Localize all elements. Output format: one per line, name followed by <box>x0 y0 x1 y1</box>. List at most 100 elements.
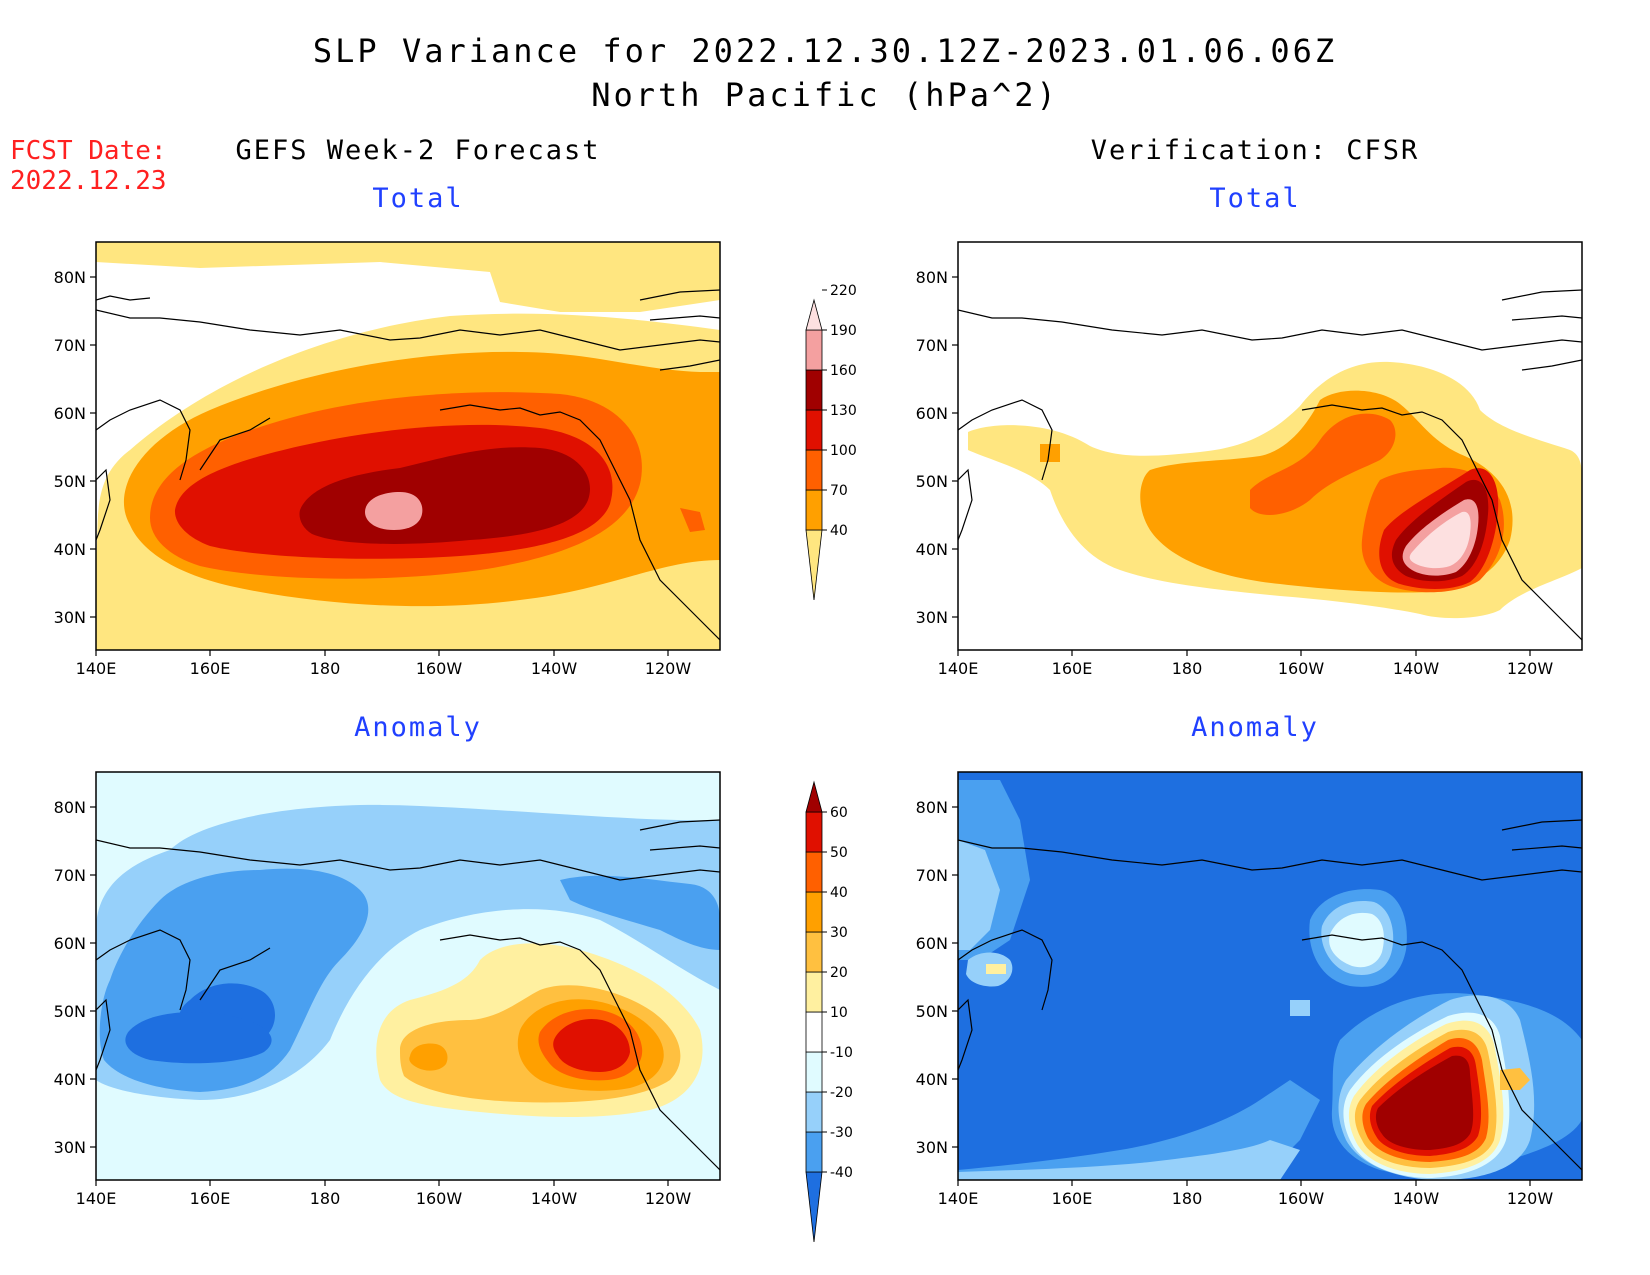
lon-tick-label: 160E <box>190 1189 231 1208</box>
lon-tick-label: 180 <box>310 1189 341 1208</box>
lon-tick-label: 160E <box>1052 659 1093 678</box>
lon-tick-label: 160E <box>1052 1189 1093 1208</box>
colorbar-label: 60 <box>830 805 848 821</box>
colorbar-label: 40 <box>830 885 848 901</box>
verification-total-map <box>958 242 1582 650</box>
colorbar-label: -30 <box>830 1125 853 1141</box>
colorbar-label: 220 <box>830 283 857 299</box>
lon-tick-label: 120W <box>1507 1189 1554 1208</box>
lat-tick-label: 80N <box>916 268 948 287</box>
lon-tick-label: 140E <box>76 659 117 678</box>
lon-tick-label: 140W <box>531 1189 578 1208</box>
forecast-total-map <box>96 242 720 650</box>
fcst-date-label: FCST Date: <box>10 136 167 166</box>
colorbar-bin <box>805 971 823 1013</box>
lon-tick-label: 140W <box>531 659 578 678</box>
lon-tick-label: 180 <box>1172 1189 1203 1208</box>
lon-tick-label: 160E <box>190 659 231 678</box>
colorbar-bin <box>805 298 823 331</box>
forecast-anomaly-map <box>96 772 720 1180</box>
colorbar-bin <box>805 409 823 451</box>
colorbar-label: 50 <box>830 845 848 861</box>
lat-tick-label: 50N <box>54 472 86 491</box>
colorbar-bin <box>805 891 823 933</box>
lat-tick-label: 60N <box>916 934 948 953</box>
top-right-subtitle: Total <box>1209 183 1301 214</box>
lat-tick-label: 60N <box>54 404 86 423</box>
top-left-subtitle: Total <box>372 183 464 214</box>
coastlines <box>96 289 1582 1171</box>
lon-tick-label: 160W <box>416 1189 463 1208</box>
lon-tick-label: 180 <box>1172 659 1203 678</box>
lon-tick-label: 120W <box>645 1189 692 1208</box>
colorbar-label: -10 <box>830 1045 853 1061</box>
colorbar-bin <box>805 1171 823 1243</box>
lon-tick-label: 120W <box>645 659 692 678</box>
lat-tick-label: 70N <box>916 866 948 885</box>
lat-tick-label: 80N <box>54 798 86 817</box>
colorbar-label: 130 <box>830 403 857 419</box>
colorbar-label: 10 <box>830 1005 848 1021</box>
colorbar-bin <box>805 449 823 491</box>
anomaly-colorbar: -40 -30 -20 -10 10 20 30 40 50 60 <box>805 780 853 1243</box>
colorbar-label: 40 <box>830 523 848 539</box>
lon-tick-label: 140W <box>1393 659 1440 678</box>
lon-tick-label: 160W <box>416 659 463 678</box>
total-colorbar: 40 70 100 130 160 190 220 <box>805 283 857 601</box>
lon-tick-label: 160W <box>1278 1189 1325 1208</box>
lat-tick-label: 70N <box>54 866 86 885</box>
lat-tick-label: 30N <box>54 608 86 627</box>
colorbar-label: 70 <box>830 483 848 499</box>
lat-tick-label: 50N <box>54 1002 86 1021</box>
colorbar-label: -40 <box>830 1165 853 1181</box>
colorbar-bin <box>805 529 823 601</box>
bottom-right-subtitle: Anomaly <box>1191 712 1319 743</box>
map-axes: 80N 70N 60N 50N 40N 30N 140E 160E 180 160W 140W 120… <box>54 268 1554 1208</box>
lon-tick-label: 160W <box>1278 659 1325 678</box>
colorbar-label: 100 <box>830 443 857 459</box>
right-column-title: Verification: CFSR <box>1090 135 1420 166</box>
colorbar-bin <box>805 329 823 371</box>
lat-tick-label: 60N <box>916 404 948 423</box>
colorbar-bin <box>805 1051 823 1093</box>
colorbar-label: 190 <box>830 323 857 339</box>
lat-tick-label: 70N <box>916 336 948 355</box>
colorbar-bin <box>805 931 823 973</box>
lon-tick-label: 140E <box>938 659 979 678</box>
lat-tick-label: 30N <box>54 1138 86 1157</box>
lat-tick-label: 30N <box>916 608 948 627</box>
colorbar-label: 160 <box>830 363 857 379</box>
lat-tick-label: 50N <box>916 472 948 491</box>
colorbar-bin <box>805 851 823 893</box>
figure-title-line2: North Pacific (hPa^2) <box>591 76 1059 114</box>
fcst-date-value: 2022.12.23 <box>10 166 167 196</box>
lon-tick-label: 140E <box>938 1189 979 1208</box>
lat-tick-label: 50N <box>916 1002 948 1021</box>
lat-tick-label: 80N <box>916 798 948 817</box>
colorbar-bin <box>805 369 823 411</box>
lat-tick-label: 40N <box>54 1070 86 1089</box>
bottom-left-subtitle: Anomaly <box>354 712 482 743</box>
lat-tick-label: 30N <box>916 1138 948 1157</box>
lat-tick-label: 40N <box>54 540 86 559</box>
colorbar-bin <box>805 1131 823 1173</box>
lat-tick-label: 60N <box>54 934 86 953</box>
colorbar-label: 30 <box>830 925 848 941</box>
lat-tick-label: 80N <box>54 268 86 287</box>
colorbar-bin <box>805 1091 823 1133</box>
lat-tick-label: 40N <box>916 540 948 559</box>
figure-title-line1: SLP Variance for 2022.12.30.12Z-2023.01.… <box>312 32 1338 70</box>
colorbar-bin <box>805 1011 823 1053</box>
colorbar-bin <box>805 780 823 813</box>
colorbar-bin <box>805 489 823 531</box>
lon-tick-label: 180 <box>310 659 341 678</box>
lat-tick-label: 70N <box>54 336 86 355</box>
panel-frames <box>95 241 1583 1181</box>
lon-tick-label: 120W <box>1507 659 1554 678</box>
colorbar-label: -20 <box>830 1085 853 1101</box>
colorbar-label: 20 <box>830 965 848 981</box>
colorbar-bin <box>805 811 823 853</box>
lon-tick-label: 140E <box>76 1189 117 1208</box>
lat-tick-label: 40N <box>916 1070 948 1089</box>
